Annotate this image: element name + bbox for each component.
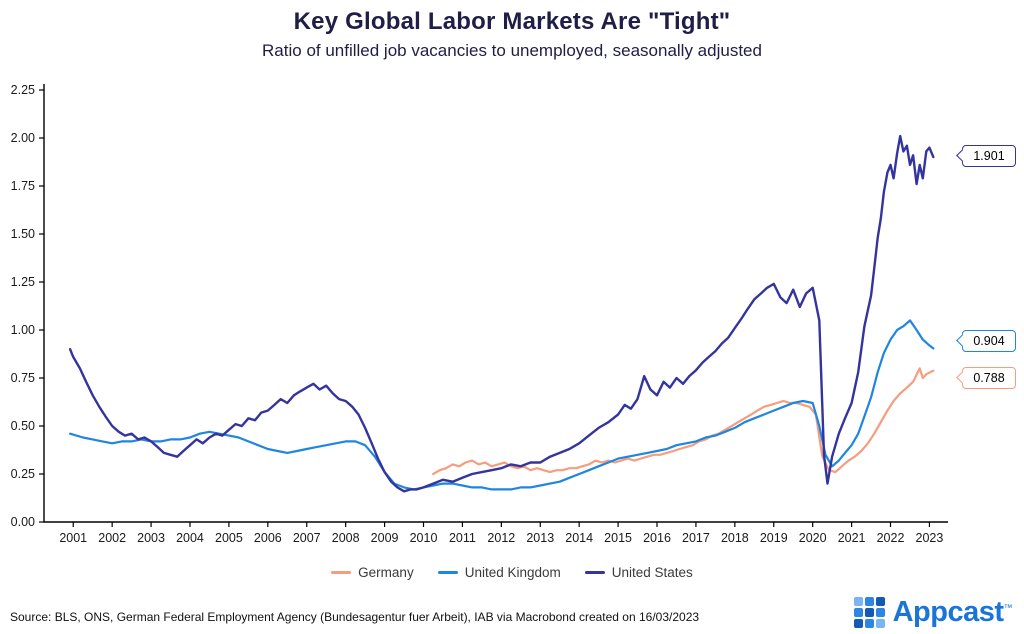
svg-text:0.25: 0.25	[11, 467, 35, 481]
svg-text:2019: 2019	[760, 531, 788, 545]
appcast-grid-icon	[853, 597, 885, 628]
svg-text:2013: 2013	[526, 531, 554, 545]
svg-text:2.25: 2.25	[11, 83, 35, 97]
appcast-logo: Appcast™	[853, 596, 1013, 628]
svg-text:2012: 2012	[487, 531, 515, 545]
svg-text:2023: 2023	[916, 531, 944, 545]
svg-text:0.50: 0.50	[11, 419, 35, 433]
end-label-value-united-kingdom: 0.904	[973, 334, 1005, 349]
svg-text:2007: 2007	[293, 531, 321, 545]
svg-text:2005: 2005	[215, 531, 243, 545]
svg-text:2.00: 2.00	[11, 131, 35, 145]
svg-text:1.00: 1.00	[11, 323, 35, 337]
legend-item-germany: Germany	[331, 565, 414, 580]
legend-swatch-united-states	[584, 570, 605, 575]
svg-text:2001: 2001	[59, 531, 87, 545]
svg-text:2020: 2020	[799, 531, 827, 545]
svg-text:2010: 2010	[410, 531, 438, 545]
svg-text:2006: 2006	[254, 531, 282, 545]
page-title: Key Global Labor Markets Are "Tight"	[293, 8, 731, 35]
svg-text:1.25: 1.25	[11, 275, 35, 289]
legend-label-germany: Germany	[358, 565, 414, 580]
svg-text:2008: 2008	[332, 531, 360, 545]
legend-item-united-kingdom: United Kingdom	[437, 565, 561, 580]
svg-text:2003: 2003	[137, 531, 165, 545]
chart-legend: Germany United Kingdom United States	[0, 565, 1024, 580]
svg-text:2015: 2015	[604, 531, 632, 545]
end-label-united-states: 1.901	[962, 145, 1016, 167]
legend-item-united-states: United States	[584, 565, 693, 580]
svg-text:2021: 2021	[838, 531, 866, 545]
svg-text:2004: 2004	[176, 531, 204, 545]
appcast-grid-cell	[875, 608, 885, 617]
appcast-grid-cell	[853, 619, 863, 628]
legend-swatch-united-kingdom	[437, 570, 458, 575]
end-label-value-germany: 0.788	[973, 370, 1005, 385]
appcast-wordmark: Appcast™	[892, 596, 1013, 628]
legend-swatch-germany	[331, 570, 352, 575]
appcast-wordmark-text: Appcast	[892, 596, 1004, 628]
svg-text:2018: 2018	[721, 531, 749, 545]
svg-text:2016: 2016	[643, 531, 671, 545]
trademark-symbol: ™	[1003, 602, 1013, 613]
appcast-grid-cell	[853, 608, 863, 617]
svg-text:2002: 2002	[98, 531, 126, 545]
svg-text:0.75: 0.75	[11, 371, 35, 385]
end-label-value-united-states: 1.901	[973, 149, 1005, 163]
svg-text:1.50: 1.50	[11, 227, 35, 241]
svg-text:1.75: 1.75	[11, 179, 35, 193]
page-subtitle: Ratio of unfilled job vacancies to unemp…	[262, 41, 762, 60]
svg-text:0.00: 0.00	[11, 515, 35, 529]
svg-text:2009: 2009	[371, 531, 399, 545]
appcast-grid-cell	[864, 597, 874, 606]
legend-label-united-kingdom: United Kingdom	[464, 565, 561, 580]
end-label-united-kingdom: 0.904	[962, 330, 1016, 353]
legend-label-united-states: United States	[611, 565, 693, 580]
source-note: Source: BLS, ONS, German Federal Employm…	[10, 610, 700, 624]
appcast-grid-cell	[864, 619, 874, 628]
svg-text:2022: 2022	[877, 531, 905, 545]
svg-text:2011: 2011	[449, 531, 476, 545]
appcast-grid-cell	[864, 608, 874, 617]
end-label-germany: 0.788	[962, 366, 1016, 389]
appcast-grid-cell	[853, 597, 863, 606]
svg-text:2014: 2014	[565, 531, 593, 545]
appcast-grid-cell	[875, 597, 885, 606]
svg-text:2017: 2017	[682, 531, 710, 545]
appcast-grid-cell	[875, 619, 885, 628]
